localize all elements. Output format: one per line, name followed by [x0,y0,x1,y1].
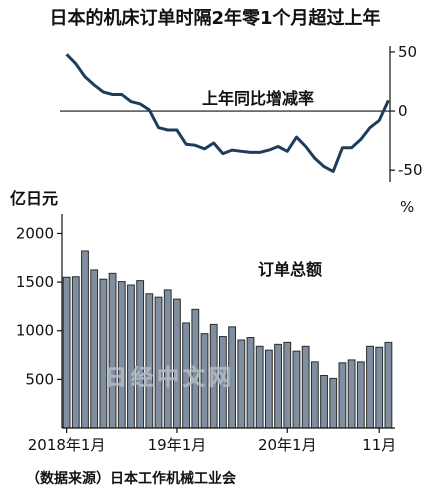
bar [347,359,356,429]
orders-bar-chart: 亿日元 2000 1500 1000 500 2018年1月 19年1月 20年1月 11月… [10,189,396,454]
bar [283,341,292,429]
bar [145,293,154,429]
bar-y-tick-label: 1500 [16,273,54,291]
x-tick-label: 19年1月 [148,436,207,454]
bar [81,250,89,429]
bar [246,337,255,429]
bar-y-axis-label: 亿日元 [10,189,58,208]
bar [384,341,393,429]
bar [62,276,71,429]
bar [163,289,172,429]
bar [366,345,374,429]
bar [255,345,264,429]
line-series-label: 上年同比增减率 [202,89,314,108]
watermark-logo: 日经中文网 [105,365,235,391]
bar [90,269,99,429]
bar [117,281,126,429]
chart-title: 日本的机床订单时隔2年零1个月超过上年 [49,7,380,29]
line-y-tick-label: 0 [398,102,408,120]
bar-series-label: 订单总额 [258,260,322,279]
bar [136,280,145,429]
bar [329,377,338,429]
line-unit-label: % [400,198,414,216]
bar [356,361,365,429]
x-tick-label: 2018年1月 [28,436,106,454]
bar-y-tick-label: 500 [25,370,54,388]
source-note: （数据来源）日本工作机械工业会 [26,470,237,487]
bar [320,374,328,429]
bar [127,284,135,429]
yoy-line-series [65,53,390,173]
bar [274,343,282,429]
bar-y-tick-label: 2000 [16,224,54,242]
bar [173,298,181,429]
bar [301,345,310,429]
bar [264,349,273,429]
bar [292,350,301,429]
bar-y-tick-label: 1000 [16,322,54,340]
x-tick-label: 20年1月 [258,436,317,454]
x-tick-label: 11月 [362,436,396,454]
bar [71,276,80,429]
line-y-tick-label: -50 [398,161,423,179]
yoy-line-chart: 50 0 -50 上年同比增减率 % [60,43,423,216]
bar [338,362,347,429]
bar [154,296,163,429]
bar [375,346,384,429]
bar [237,339,246,429]
line-y-tick-label: 50 [398,43,417,61]
bar [310,361,319,429]
bar [99,278,108,429]
bar [108,272,117,429]
